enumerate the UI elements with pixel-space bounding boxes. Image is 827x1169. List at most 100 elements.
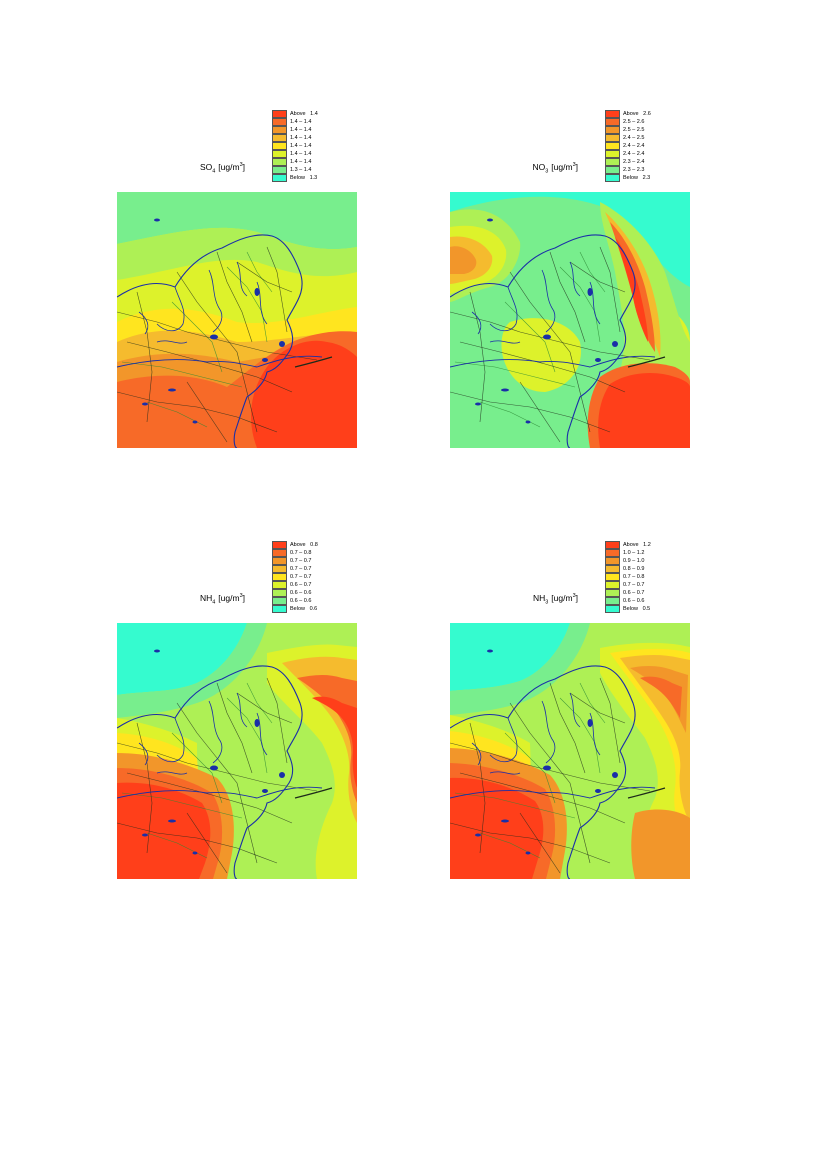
lake [475,833,481,837]
concentration-level-9 [450,623,570,691]
south-coastline [117,786,323,799]
south-coastline [450,355,656,368]
species-title: NH4 [ug/m3] [200,593,245,606]
legend-label: 0.7 – 0.8 [290,550,312,556]
road [509,702,591,864]
lake [595,789,601,793]
lake [587,719,593,727]
minor-road [504,301,556,373]
legend-swatch [605,565,620,573]
legend-swatch [605,110,620,118]
fjord-outline [156,771,188,775]
minor-road [579,251,606,293]
fjord-outline [489,286,518,332]
concentration-level-3 [631,809,690,879]
lake [612,772,618,778]
lake [475,402,481,406]
legend-swatch [605,118,620,126]
species-subscript: 4 [212,168,216,175]
bridge-line [294,356,333,368]
road [569,261,626,293]
coastline [450,234,636,448]
lake [142,402,148,406]
concentration-level-3 [630,666,688,733]
legend-label: Above 1.2 [623,542,651,548]
legend-label: Above 2.6 [623,111,651,117]
legend-label: 2.4 – 2.5 [623,135,645,141]
minor-road [121,361,243,388]
legend-label: 0.6 – 0.7 [623,590,645,596]
road [236,692,293,724]
legend-label: Below 2.3 [623,175,651,181]
road [450,311,651,361]
unit-suffix: ] [575,162,578,172]
concentration-level-1 [117,782,211,879]
fjord-outline [569,261,581,297]
road [519,812,561,874]
lake [210,765,218,771]
legend-label: 0.9 – 1.0 [623,558,645,564]
legend-swatch [272,134,287,142]
concentration-level-1 [251,340,357,448]
legend-swatch [605,557,620,565]
legend-swatch [272,605,287,613]
minor-road [246,251,273,293]
legend-swatch [605,150,620,158]
legend-label: 1.4 – 1.4 [290,119,312,125]
fjord-outline [489,771,521,775]
south-coastline [450,786,656,799]
legend-swatch [272,166,287,174]
lake [168,388,176,392]
minor-road [246,682,273,724]
road [117,822,278,864]
minor-road [121,792,243,819]
coastline [450,665,636,879]
road [136,722,153,854]
coastline [117,234,303,448]
legend-swatch [272,110,287,118]
minor-road [171,732,223,804]
road [126,341,293,393]
fjord-outline [471,311,482,335]
unit-superscript: 3 [239,593,243,600]
species-title: SO4 [ug/m3] [200,162,245,175]
lake [543,765,551,771]
legend-swatch [605,126,620,134]
lake [254,288,260,296]
legend-label: 1.3 – 1.4 [290,167,312,173]
lake [501,819,509,823]
unit-suffix: ] [242,162,245,172]
legend-label: Below 0.6 [290,606,318,612]
concentration-map [117,623,357,879]
lake [525,851,531,855]
legend-swatch [272,142,287,150]
legend-swatch [272,549,287,557]
legend-label: 0.6 – 0.6 [623,598,645,604]
legend-label: 0.6 – 0.6 [290,598,312,604]
fjord-outline [236,261,248,297]
legend-label: 2.3 – 2.4 [623,159,645,165]
concentration-map [450,192,690,448]
concentration-level-9 [117,623,247,695]
road [450,742,651,792]
lake [192,420,198,424]
legend-swatch [272,126,287,134]
legend-label: 1.4 – 1.4 [290,135,312,141]
legend-swatch [605,166,620,174]
fjord-outline [156,286,185,332]
legend-label: 0.7 – 0.7 [290,574,312,580]
concentration-level-1 [312,696,357,788]
road [450,391,611,433]
legend-label: 2.4 – 2.4 [623,151,645,157]
legend-swatch [272,118,287,126]
legend-label: 1.4 – 1.4 [290,151,312,157]
lake [279,772,285,778]
minor-road [579,682,606,724]
lake [612,341,618,347]
bridge-line [627,356,666,368]
unit-prefix: [ug/m [551,162,573,172]
minor-road [454,361,576,388]
road [176,271,258,433]
fjord-outline [236,692,248,728]
fjord-outline [541,269,556,333]
